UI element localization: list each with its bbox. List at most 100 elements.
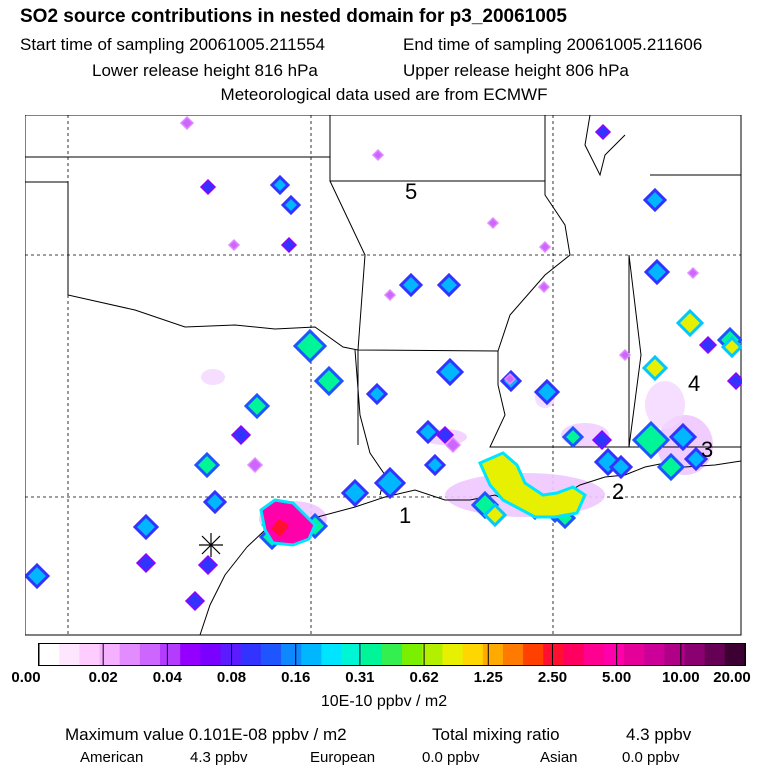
- source-diamond: [435, 357, 465, 387]
- chart-title: SO2 source contributions in nested domai…: [20, 6, 567, 27]
- source-diamond: [202, 489, 228, 515]
- upper-release-height: Upper release height 806 hPa: [403, 61, 629, 80]
- colorbar-swatch: [321, 644, 343, 665]
- colorbar-swatch: [99, 644, 121, 665]
- source-diamond: [683, 446, 709, 472]
- colorbar-tick-label: 0.31: [345, 669, 375, 686]
- colorbar-frame: [38, 643, 746, 666]
- source-diamond: [25, 562, 51, 590]
- total-mixing-label: Total mixing ratio: [432, 725, 560, 744]
- colorbar-swatch: [724, 644, 746, 665]
- source-diamond: [720, 335, 742, 359]
- source-diamond: [503, 372, 517, 386]
- source-diamond: [199, 178, 217, 196]
- source-diamond: [398, 272, 424, 298]
- american-label: American: [80, 749, 144, 766]
- concentration-blob: [259, 498, 317, 547]
- source-diamond: [373, 466, 407, 500]
- colorbar-swatch: [381, 644, 403, 665]
- colorbar: [38, 643, 746, 666]
- colorbar-swatch: [160, 644, 181, 665]
- region-label-2: 2: [612, 479, 624, 504]
- colorbar-swatch: [442, 644, 464, 665]
- colorbar-tick-label: 20.00: [713, 669, 751, 686]
- source-diamond: [243, 392, 271, 420]
- source-diamond: [642, 187, 668, 213]
- colorbar-swatch: [684, 644, 706, 665]
- european-label: European: [310, 749, 376, 766]
- colorbar-swatch: [200, 644, 222, 665]
- colorbar-swatch: [301, 644, 322, 665]
- colorbar-swatch: [281, 644, 302, 665]
- colorbar-tick-label: 0.00: [11, 669, 41, 686]
- max-value: Maximum value 0.101E-08 ppbv / m2: [65, 725, 347, 744]
- source-diamond: [230, 424, 252, 446]
- european-value: 0.0 ppbv: [422, 749, 480, 766]
- source-diamond: [486, 216, 500, 230]
- source-diamond: [643, 258, 671, 286]
- colorbar-swatch: [462, 644, 484, 665]
- source-diamond: [269, 174, 291, 196]
- colorbar-tick-label: 0.02: [88, 669, 118, 686]
- colorbar-swatch: [180, 644, 201, 665]
- colorbar-swatch: [543, 644, 564, 665]
- source-diamond: [538, 240, 552, 254]
- source-diamond: [371, 148, 385, 162]
- colorbar-tick-label: 0.62: [409, 669, 439, 686]
- colorbar-swatch: [240, 644, 262, 665]
- colorbar-tick-label: 0.08: [216, 669, 247, 686]
- source-diamond: [641, 354, 669, 382]
- source-diamond: [340, 478, 370, 508]
- source-diamond: [561, 425, 585, 449]
- colorbar-swatch: [39, 644, 60, 665]
- colorbar-swatch: [523, 644, 544, 665]
- source-diamond: [618, 348, 632, 362]
- source-diamond: [594, 123, 612, 141]
- source-diamond: [193, 451, 221, 479]
- source-diamond: [444, 436, 462, 454]
- colorbar-swatch: [704, 644, 726, 665]
- source-diamond: [383, 288, 397, 302]
- lower-release-height: Lower release height 816 hPa: [92, 61, 318, 80]
- colorbar-swatch: [583, 644, 605, 665]
- colorbar-swatch: [563, 644, 585, 665]
- source-diamond: [280, 194, 302, 216]
- map-frame: [25, 115, 742, 636]
- colorbar-tick-label: 1.25: [473, 669, 503, 686]
- colorbar-swatch: [644, 644, 665, 665]
- source-diamond: [726, 371, 742, 391]
- map-panel: 5 1 2 3 4: [25, 115, 742, 636]
- source-diamond: [591, 429, 613, 451]
- colorbar-swatch: [119, 644, 141, 665]
- source-diamond: [132, 513, 160, 541]
- colorbar-unit: 10E-10 ppbv / m2: [320, 693, 448, 710]
- source-diamond: [537, 280, 551, 294]
- region-label-1: 1: [399, 503, 411, 528]
- source-diamond: [533, 378, 561, 406]
- source-diamond: [135, 552, 157, 574]
- end-time: End time of sampling 20061005.211606: [403, 35, 703, 54]
- asian-value: 0.0 ppbv: [622, 749, 680, 766]
- source-diamond: [686, 266, 700, 280]
- source-diamond: [482, 502, 508, 528]
- colorbar-swatch: [603, 644, 625, 665]
- source-diamond: [631, 420, 671, 460]
- source-diamond: [435, 425, 455, 445]
- source-diamond: [184, 590, 206, 612]
- source-diamond: [698, 335, 718, 355]
- region-label-3: 3: [701, 437, 713, 462]
- source-diamond: [608, 454, 634, 480]
- colorbar-swatch: [482, 644, 504, 665]
- colorbar-swatch: [341, 644, 363, 665]
- start-time: Start time of sampling 20061005.211554: [20, 35, 325, 54]
- source-diamond: [246, 456, 264, 474]
- colorbar-swatch: [422, 644, 443, 665]
- source-diamond: [656, 452, 686, 482]
- colorbar-swatch: [361, 644, 383, 665]
- colorbar-swatch: [79, 644, 101, 665]
- colorbar-swatch: [502, 644, 524, 665]
- source-diamond: [365, 382, 389, 406]
- source-diamond: [292, 328, 328, 364]
- american-value: 4.3 ppbv: [190, 749, 248, 766]
- region-label-4: 4: [688, 371, 700, 396]
